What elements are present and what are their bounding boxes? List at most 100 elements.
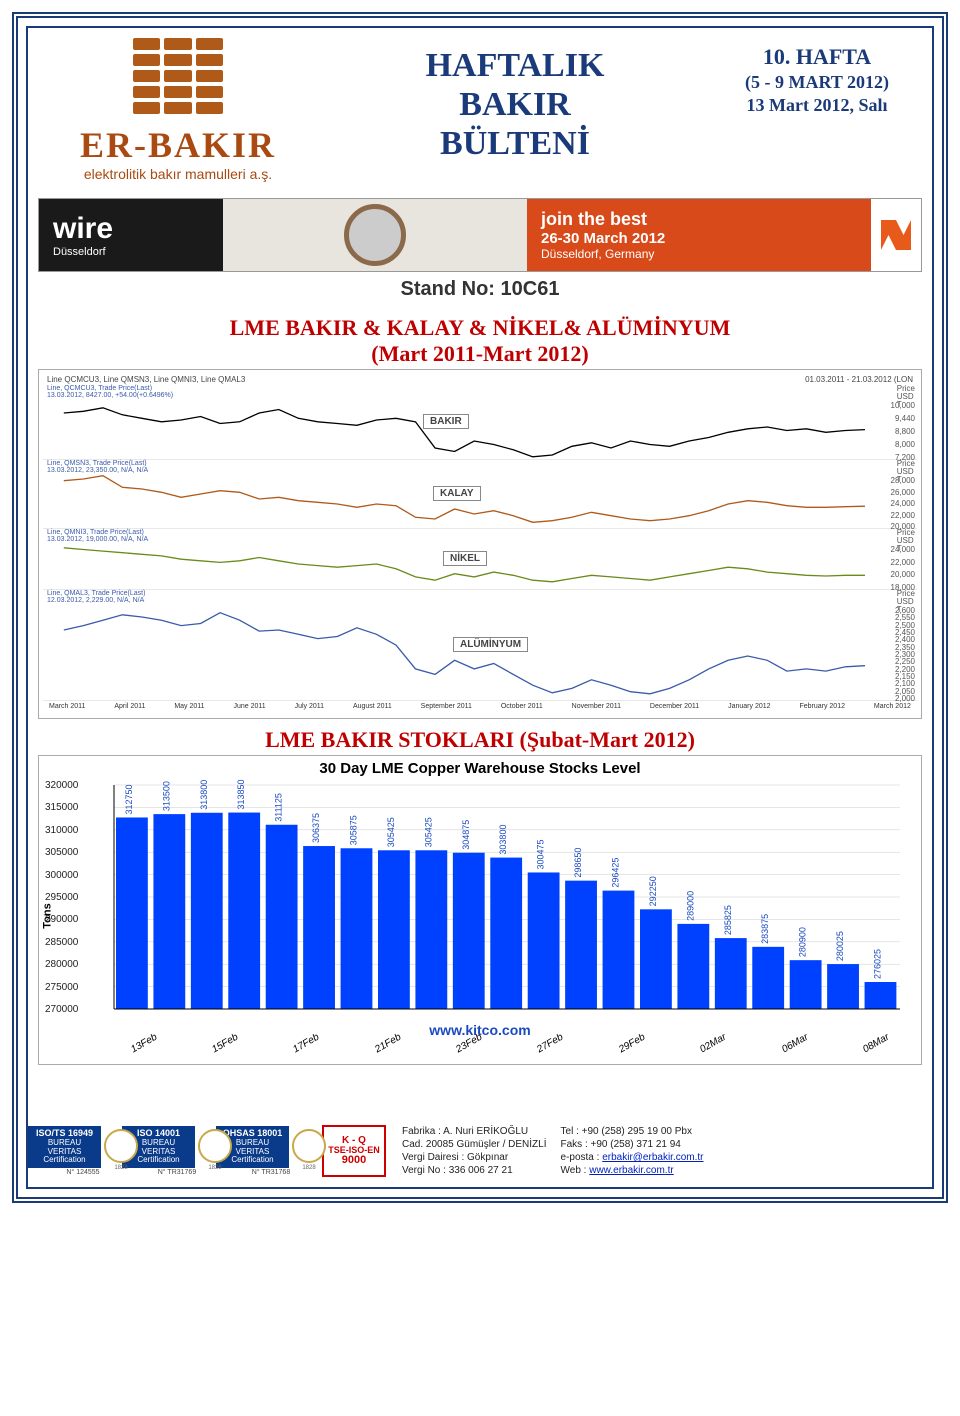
- company-address: Fabrika : A. Nuri ERİKOĞLU Cad. 20085 Gü…: [392, 1125, 922, 1177]
- x-tick: September 2011: [421, 703, 472, 710]
- y-tick: 20,000: [891, 570, 915, 579]
- brand-subtitle: elektrolitik bakır mamulleri a.ş.: [84, 166, 272, 182]
- stocks-y-tick: 290000: [45, 914, 78, 925]
- cert-number: N° TR31769: [158, 1169, 196, 1176]
- y-tick: 22,000: [891, 511, 915, 520]
- svg-text:300475: 300475: [536, 839, 546, 869]
- wire-logo-block: wire Düsseldorf: [39, 199, 223, 271]
- cert-number: N° TR31768: [252, 1169, 290, 1176]
- metal-label: KALAY: [433, 486, 481, 501]
- stocks-y-tick: 315000: [45, 802, 78, 813]
- tse-num: 9000: [342, 1155, 366, 1166]
- week-number: 10. HAFTA: [712, 44, 922, 70]
- wire-city: Düsseldorf: [53, 246, 223, 258]
- svg-text:313800: 313800: [199, 780, 209, 810]
- metal-label: ALÜMİNYUM: [453, 637, 528, 652]
- contact-email-link[interactable]: erbakir@erbakir.com.tr: [602, 1152, 703, 1163]
- lme-stocks-chart: 30 Day LME Copper Warehouse Stocks Level…: [38, 755, 922, 1065]
- tse-iso-badge: K - Q TSE-ISO-EN 9000: [322, 1125, 386, 1177]
- cert-number: N° 124555: [66, 1169, 99, 1176]
- svg-text:305425: 305425: [386, 817, 396, 847]
- y-tick: 8,800: [895, 427, 915, 436]
- cert-badge: ISO/TS 16949BUREAU VERITASCertificationN…: [38, 1126, 128, 1176]
- lme-panel-kalay: Line, QMSN3, Trade Price(Last) 13.03.201…: [43, 460, 917, 529]
- wire-expo-banner: wire Düsseldorf join the best 26-30 Marc…: [38, 198, 922, 272]
- stocks-y-tick: 275000: [45, 982, 78, 993]
- lme-panel-alümi̇nyum: Line, QMAL3, Trade Price(Last) 12.03.201…: [43, 590, 917, 701]
- lme-panel-bakir: Line, QCMCU3, Trade Price(Last) 13.03.20…: [43, 385, 917, 460]
- stocks-y-tick: 295000: [45, 892, 78, 903]
- footer: ISO/TS 16949BUREAU VERITASCertificationN…: [38, 1125, 922, 1177]
- svg-text:298650: 298650: [573, 848, 583, 878]
- svg-text:306375: 306375: [311, 813, 321, 843]
- svg-text:311125: 311125: [274, 793, 284, 822]
- brand-block: ER-BAKIR elektrolitik bakır mamulleri a.…: [38, 38, 318, 182]
- bv-seal-icon: [292, 1129, 326, 1163]
- wire-slogan: join the best: [541, 209, 871, 230]
- addr-l1: Fabrika : A. Nuri ERİKOĞLU: [402, 1125, 547, 1138]
- contact-web-label: Web :: [561, 1165, 590, 1176]
- stocks-y-tick: 280000: [45, 959, 78, 970]
- stocks-bars: 3127503135003138003138503111253063753058…: [43, 777, 917, 1017]
- series-info: Line, QMNI3, Trade Price(Last) 13.03.201…: [47, 529, 148, 543]
- title-line-1: HAFTALIK: [426, 47, 605, 84]
- x-tick: December 2011: [650, 703, 699, 710]
- contact-email-label: e-posta :: [561, 1152, 603, 1163]
- y-tick: 24,000: [891, 499, 915, 508]
- x-tick: August 2011: [353, 703, 392, 710]
- svg-text:292250: 292250: [648, 876, 658, 906]
- issue-date: 13 Mart 2012, Salı: [712, 95, 922, 116]
- messe-icon: [881, 220, 911, 250]
- x-tick: October 2011: [501, 703, 543, 710]
- cert-badge: OHSAS 18001BUREAU VERITASCertificationN°…: [226, 1126, 316, 1176]
- contact-tel: Tel : +90 (258) 295 19 00 Pbx: [561, 1125, 704, 1138]
- lme-panel-ni̇kel: Line, QMNI3, Trade Price(Last) 13.03.201…: [43, 529, 917, 590]
- series-info: Line, QMSN3, Trade Price(Last) 13.03.201…: [47, 460, 148, 474]
- svg-text:304875: 304875: [461, 820, 471, 850]
- x-tick: March 2012: [874, 703, 911, 710]
- addr-l4: Vergi No : 336 006 27 21: [402, 1164, 547, 1177]
- wire-dates: 26-30 March 2012: [541, 230, 871, 247]
- y-tick: 8,000: [895, 440, 915, 449]
- x-tick: June 2011: [233, 703, 265, 710]
- contact-fax: Faks : +90 (258) 371 21 94: [561, 1138, 704, 1151]
- lme-date-range: 01.03.2011 - 21.03.2012 (LON: [805, 375, 913, 384]
- stocks-y-tick: 305000: [45, 847, 78, 858]
- x-tick: July 2011: [295, 703, 324, 710]
- svg-text:276025: 276025: [872, 949, 882, 979]
- brand-name: ER-BAKIR: [80, 124, 276, 166]
- cert-plate: ISO/TS 16949BUREAU VERITASCertification: [28, 1126, 101, 1168]
- ring-icon: [344, 204, 406, 266]
- wire-brand: wire: [53, 212, 223, 246]
- svg-text:283875: 283875: [760, 914, 770, 944]
- series-info: Line, QMAL3, Trade Price(Last) 12.03.201…: [47, 590, 145, 604]
- y-tick: 2,000: [895, 694, 915, 703]
- x-tick: February 2012: [799, 703, 845, 710]
- stocks-section-title: LME BAKIR STOKLARI (Şubat-Mart 2012): [38, 727, 922, 753]
- stocks-y-tick: 320000: [45, 780, 78, 791]
- stocks-y-tick: 300000: [45, 870, 78, 881]
- y-tick: 22,000: [891, 558, 915, 567]
- lme-price-chart: Line QCMCU3, Line QMSN3, Line QMNI3, Lin…: [38, 369, 922, 719]
- y-tick: 9,440: [895, 414, 915, 423]
- svg-text:313500: 313500: [161, 781, 171, 811]
- svg-text:313850: 313850: [236, 780, 246, 810]
- y-tick: 24,000: [891, 545, 915, 554]
- cert-badge: ISO 14001BUREAU VERITASCertificationN° T…: [132, 1126, 222, 1176]
- metal-label: BAKIR: [423, 414, 469, 429]
- page-content: ER-BAKIR elektrolitik bakır mamulleri a.…: [26, 26, 934, 1189]
- svg-text:305875: 305875: [348, 815, 358, 845]
- wire-location: Düsseldorf, Germany: [541, 247, 871, 261]
- stocks-chart-title: 30 Day LME Copper Warehouse Stocks Level: [43, 760, 917, 777]
- addr-l2: Cad. 20085 Gümüşler / DENİZLİ: [402, 1138, 547, 1151]
- stocks-y-tick: 310000: [45, 825, 78, 836]
- lme-title-l2: (Mart 2011-Mart 2012): [371, 341, 588, 366]
- messe-logo: [871, 199, 921, 271]
- y-tick: 10,000: [891, 401, 915, 410]
- bulletin-title: HAFTALIK BAKIR BÜLTENİ: [338, 38, 692, 163]
- contact-web-link[interactable]: www.erbakir.com.tr: [589, 1165, 673, 1176]
- series-info: Line, QCMCU3, Trade Price(Last) 13.03.20…: [47, 385, 173, 399]
- x-tick: March 2011: [49, 703, 85, 710]
- bv-seal-icon: [198, 1129, 232, 1163]
- svg-text:285825: 285825: [723, 905, 733, 935]
